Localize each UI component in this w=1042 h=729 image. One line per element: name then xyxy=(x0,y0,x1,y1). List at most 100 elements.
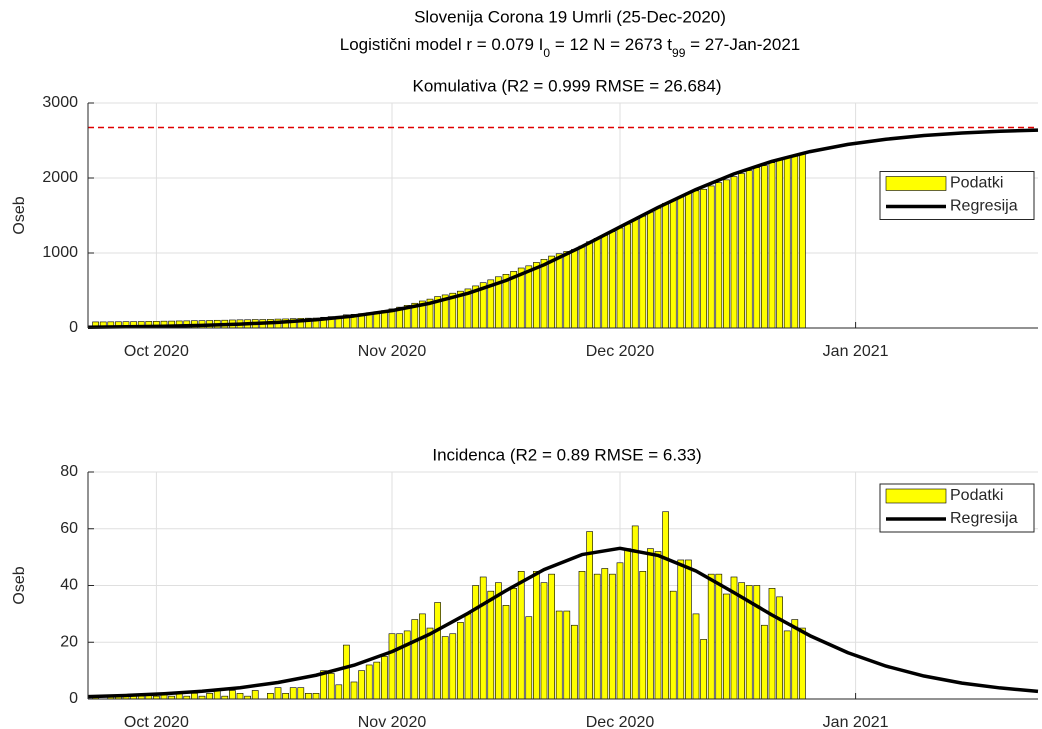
bar xyxy=(365,664,373,700)
bar xyxy=(776,159,783,329)
bar xyxy=(548,573,555,700)
regression-line xyxy=(87,128,1039,329)
bar xyxy=(593,238,601,329)
bar xyxy=(525,616,533,700)
bar xyxy=(282,693,289,700)
bar xyxy=(776,596,783,700)
bar xyxy=(662,202,669,329)
bar xyxy=(327,673,335,700)
bar xyxy=(738,173,745,329)
bar xyxy=(791,155,799,329)
y-tick-label: 0 xyxy=(69,690,78,707)
bar xyxy=(555,253,563,329)
bar xyxy=(495,582,502,700)
bar xyxy=(555,610,563,700)
y-tick-label: 2000 xyxy=(42,169,78,186)
bar xyxy=(593,573,601,700)
bar xyxy=(434,602,441,700)
y-tick-label: 80 xyxy=(60,463,78,480)
regression-line xyxy=(87,546,1039,699)
bar xyxy=(464,613,472,700)
bar xyxy=(761,624,768,700)
figure-title: Slovenija Corona 19 Umrli (25-Dec-2020) xyxy=(414,7,726,26)
bar xyxy=(639,571,647,700)
subtitle-subscript: 0 xyxy=(543,46,550,60)
bar xyxy=(502,605,510,700)
bar xyxy=(229,690,236,700)
bar xyxy=(472,585,479,700)
legend-label: Regresija xyxy=(950,198,1018,215)
bar xyxy=(700,639,707,700)
bar xyxy=(616,227,624,329)
bar xyxy=(730,176,738,329)
x-tick-label: Oct 2020 xyxy=(124,343,189,360)
bar xyxy=(578,245,586,329)
bar xyxy=(487,590,495,700)
bar xyxy=(609,573,616,700)
bar xyxy=(685,559,692,700)
bar xyxy=(191,693,198,700)
bar xyxy=(388,633,396,700)
bar xyxy=(692,613,700,700)
y-tick-label: 40 xyxy=(60,577,78,594)
bar xyxy=(662,511,669,700)
bar xyxy=(609,231,616,329)
bar xyxy=(631,219,639,329)
bar xyxy=(753,585,761,700)
bar xyxy=(707,573,715,700)
chart-title: Incidenca (R2 = 0.89 RMSE = 6.33) xyxy=(432,445,701,464)
x-tick-label: Jan 2021 xyxy=(823,714,889,729)
bar xyxy=(677,559,685,700)
bar xyxy=(350,681,358,700)
bar xyxy=(768,588,776,700)
bar xyxy=(305,693,312,700)
bar xyxy=(753,167,761,329)
bar xyxy=(700,188,707,329)
bar xyxy=(624,223,631,329)
legend-label: Podatki xyxy=(950,175,1003,192)
x-tick-label: Nov 2020 xyxy=(358,343,427,360)
subtitle-part: Logistični model r = 0.079 I xyxy=(340,35,544,54)
bar xyxy=(799,153,806,329)
legend-swatch xyxy=(885,176,947,191)
legend-label: Regresija xyxy=(950,510,1018,527)
y-axis-label: Oseb xyxy=(11,566,28,604)
bar xyxy=(783,157,791,329)
bar xyxy=(510,588,517,700)
bar xyxy=(578,571,586,700)
bar xyxy=(586,531,593,700)
y-tick-label: 3000 xyxy=(42,94,78,111)
bar xyxy=(206,693,213,700)
y-tick-label: 1000 xyxy=(42,244,78,261)
y-tick-label: 60 xyxy=(60,520,78,537)
bar xyxy=(563,251,571,329)
bar xyxy=(707,185,715,329)
x-tick-label: Jan 2021 xyxy=(823,343,889,360)
bar xyxy=(571,624,578,700)
bar xyxy=(548,255,555,329)
bar xyxy=(517,267,525,329)
bar xyxy=(479,576,487,700)
x-tick-label: Nov 2020 xyxy=(358,714,427,729)
bar xyxy=(403,630,411,700)
bar xyxy=(669,590,677,700)
y-tick-label: 0 xyxy=(69,319,78,336)
bar xyxy=(685,192,692,329)
bar xyxy=(745,170,753,329)
bar xyxy=(654,207,662,329)
bar xyxy=(289,687,297,700)
bar xyxy=(601,568,609,700)
bar xyxy=(601,234,609,329)
subtitle-part: = 27-Jan-2021 xyxy=(685,35,800,54)
bar xyxy=(586,241,593,329)
bar xyxy=(274,687,282,700)
bar xyxy=(426,627,434,700)
bar xyxy=(251,690,259,700)
bar xyxy=(783,630,791,700)
bar xyxy=(639,215,647,329)
bar xyxy=(396,633,403,700)
bar xyxy=(449,633,457,700)
figure-subtitle: Logistični model r = 0.079 I0 = 12 N = 2… xyxy=(340,35,800,60)
bar xyxy=(768,162,776,329)
